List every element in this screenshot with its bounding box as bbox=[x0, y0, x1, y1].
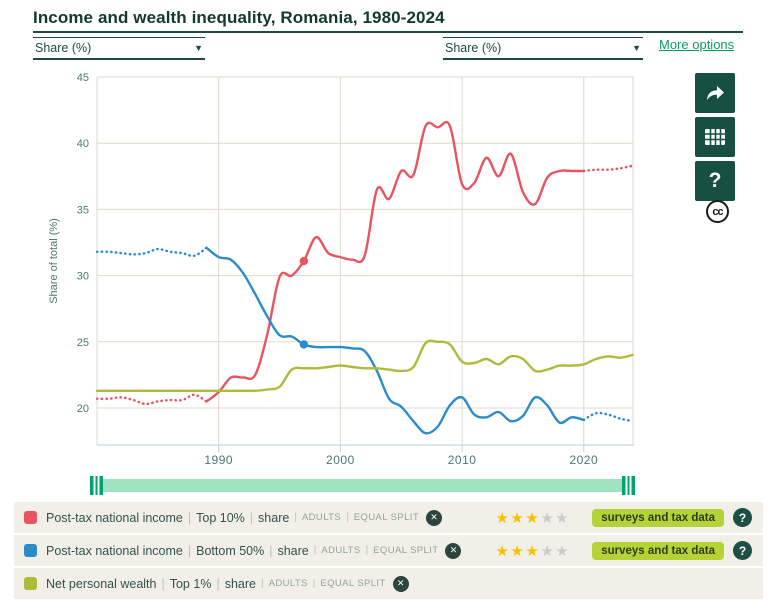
question-mark-icon: ? bbox=[708, 169, 722, 192]
series-line-2 bbox=[95, 339, 634, 393]
data-quality-stars: ★★★★★ bbox=[495, 542, 570, 560]
legend-row-top10-income: Post-tax national income | Top 10% | sha… bbox=[14, 502, 763, 533]
chevron-down-icon: ▼ bbox=[632, 43, 641, 53]
right-indicator-select[interactable]: Share (%) ▼ bbox=[443, 37, 643, 60]
x-tick-label: 1990 bbox=[204, 453, 233, 467]
legend-tag-adults: ADULTS bbox=[321, 545, 361, 556]
remove-series-icon[interactable]: ✕ bbox=[426, 509, 443, 526]
remove-series-icon[interactable]: ✕ bbox=[392, 575, 409, 592]
y-tick-label: 20 bbox=[77, 403, 89, 415]
legend-percentile: Bottom 50% bbox=[196, 543, 265, 558]
legend-row-top1-wealth: Net personal wealth | Top 1% | share | A… bbox=[14, 568, 763, 599]
legend-tag-equal-split: EQUAL SPLIT bbox=[373, 545, 439, 556]
y-tick-label: 35 bbox=[77, 204, 89, 216]
legend-label: Post-tax national income bbox=[46, 543, 183, 558]
series-marker-1[interactable] bbox=[299, 340, 309, 349]
star-empty-icon: ★ bbox=[540, 542, 556, 560]
star-full-icon: ★ bbox=[525, 509, 541, 527]
x-tick-label: 2010 bbox=[448, 453, 477, 467]
x-tick-label: 2000 bbox=[326, 453, 355, 467]
separator: | bbox=[312, 578, 316, 589]
more-options-link[interactable]: More options bbox=[659, 37, 735, 52]
chevron-down-icon: ▼ bbox=[194, 43, 203, 53]
star-full-icon: ★ bbox=[495, 542, 511, 560]
data-source-badge: surveys and tax data bbox=[592, 508, 724, 527]
slider-handle-right[interactable] bbox=[622, 476, 635, 495]
creative-commons-icon[interactable]: cc bbox=[706, 200, 729, 223]
title-divider bbox=[33, 31, 743, 33]
star-empty-icon: ★ bbox=[555, 509, 571, 527]
page-title: Income and wealth inequality, Romania, 1… bbox=[33, 8, 445, 27]
separator: | bbox=[313, 545, 317, 556]
share-arrow-icon bbox=[707, 86, 724, 100]
series-swatch bbox=[24, 544, 37, 557]
legend-metric: share bbox=[224, 576, 256, 591]
separator: | bbox=[294, 512, 297, 523]
separator: | bbox=[161, 576, 165, 591]
legend-tag-adults: ADULTS bbox=[301, 512, 342, 523]
data-quality-stars: ★★★★★ bbox=[495, 509, 570, 527]
legend-label: Post-tax national income bbox=[46, 510, 183, 525]
x-tick-label: 2020 bbox=[569, 453, 598, 467]
y-axis-title: Share of total (%) bbox=[48, 218, 60, 304]
separator: | bbox=[187, 510, 192, 525]
right-indicator-value: Share (%) bbox=[445, 41, 502, 55]
share-button[interactable] bbox=[695, 73, 735, 113]
separator: | bbox=[269, 543, 273, 558]
legend-metric: share bbox=[277, 543, 309, 558]
legend-percentile: Top 1% bbox=[169, 576, 212, 591]
table-icon bbox=[705, 129, 725, 145]
star-full-icon: ★ bbox=[495, 509, 511, 527]
legend-metric: share bbox=[258, 510, 290, 525]
legend-tag-equal-split: EQUAL SPLIT bbox=[353, 512, 420, 523]
y-tick-label: 30 bbox=[77, 271, 89, 283]
star-full-icon: ★ bbox=[510, 509, 526, 527]
series-line-1 bbox=[95, 246, 208, 258]
series-swatch bbox=[24, 511, 37, 524]
series-help-icon[interactable]: ? bbox=[733, 541, 752, 560]
separator: | bbox=[187, 543, 192, 558]
slider-handle-left[interactable] bbox=[90, 476, 103, 495]
y-tick-label: 40 bbox=[77, 138, 89, 150]
separator: | bbox=[260, 578, 264, 589]
cc-label: cc bbox=[712, 205, 723, 218]
y-tick-label: 45 bbox=[77, 72, 89, 84]
series-marker-0[interactable] bbox=[299, 256, 309, 266]
separator: | bbox=[249, 510, 254, 525]
remove-series-icon[interactable]: ✕ bbox=[445, 542, 462, 559]
series-line-1 bbox=[582, 411, 634, 423]
legend: Post-tax national income | Top 10% | sha… bbox=[14, 502, 763, 601]
separator: | bbox=[365, 545, 369, 556]
left-indicator-select[interactable]: Share (%) ▼ bbox=[33, 37, 205, 60]
table-view-button[interactable] bbox=[695, 117, 735, 157]
legend-label: Net personal wealth bbox=[46, 576, 157, 591]
series-line-0 bbox=[205, 120, 585, 403]
series-line-1 bbox=[205, 246, 585, 435]
data-source-badge: surveys and tax data bbox=[592, 541, 724, 560]
legend-tag-equal-split: EQUAL SPLIT bbox=[320, 578, 386, 589]
inequality-line-chart[interactable]: 45 40 35 30 25 20 1990 2000 2010 2020 Share of tot… bbox=[0, 0, 776, 475]
time-range-slider-track[interactable] bbox=[90, 479, 635, 492]
legend-row-bottom50-income: Post-tax national income | Bottom 50% | … bbox=[14, 535, 763, 566]
series-line-0 bbox=[95, 393, 208, 406]
legend-tag-adults: ADULTS bbox=[268, 578, 308, 589]
star-full-icon: ★ bbox=[525, 542, 541, 560]
separator: | bbox=[216, 576, 220, 591]
help-button[interactable]: ? bbox=[695, 161, 735, 201]
star-empty-icon: ★ bbox=[540, 509, 556, 527]
star-empty-icon: ★ bbox=[555, 542, 571, 560]
series-help-icon[interactable]: ? bbox=[733, 508, 752, 527]
series-line-0 bbox=[582, 164, 634, 173]
left-indicator-value: Share (%) bbox=[35, 41, 92, 55]
series-swatch bbox=[24, 577, 37, 590]
y-tick-label: 25 bbox=[77, 337, 89, 349]
separator: | bbox=[346, 512, 349, 523]
star-full-icon: ★ bbox=[510, 542, 526, 560]
legend-percentile: Top 10% bbox=[196, 510, 245, 525]
